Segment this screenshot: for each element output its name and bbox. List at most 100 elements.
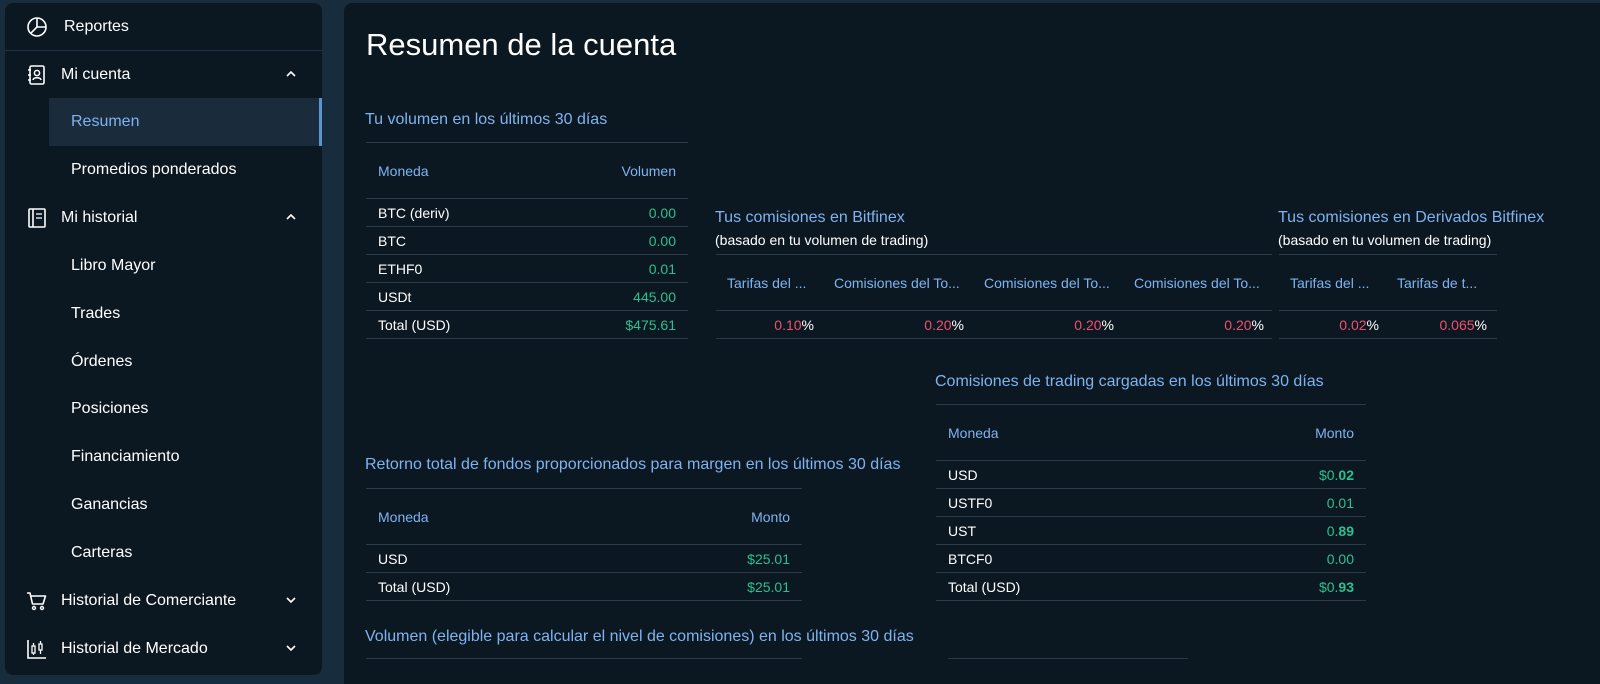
currency-cell: USD — [948, 467, 978, 483]
currency-cell: Total (USD) — [378, 317, 451, 333]
table-row: BTC 0.00 — [366, 227, 688, 255]
fee-header: Comisiones del To... — [1134, 275, 1260, 291]
value-prefix: $0. — [1318, 467, 1339, 483]
bitfinex-fees-table: Tarifas del ... Comisiones del To... Com… — [716, 254, 1272, 339]
sidebar-item-label: Mi cuenta — [61, 66, 131, 83]
sidebar-item-earnings[interactable]: Ganancias — [49, 481, 322, 529]
sidebar-item-funding[interactable]: Financiamiento — [49, 433, 322, 481]
col-currency: Moneda — [948, 425, 999, 441]
candlestick-chart-icon — [27, 640, 46, 659]
chevron-down-icon — [286, 645, 296, 652]
fee-number: 0.20 — [924, 317, 952, 333]
notebook-icon — [28, 208, 46, 228]
fee-value: 0.065% — [1440, 317, 1488, 333]
sidebar-item-orders[interactable]: Órdenes — [49, 338, 322, 386]
percent-sign: % — [801, 317, 814, 333]
value-digits: 01 — [1338, 495, 1354, 511]
fee-header: Tarifas de t... — [1397, 275, 1478, 291]
bitfinex-fees-subtitle: (basado en tu volumen de trading) — [715, 232, 929, 248]
value-digits: 89 — [1338, 523, 1354, 539]
percent-sign: % — [1101, 317, 1114, 333]
table-row: Total (USD) $25.01 — [366, 573, 802, 601]
table-header: Moneda Monto — [936, 405, 1366, 461]
value-cell: 445.00 — [633, 289, 676, 305]
sidebar-item-weighted-averages[interactable]: Promedios ponderados — [49, 146, 322, 194]
sidebar-item-wallets[interactable]: Carteras — [49, 529, 322, 577]
cart-icon — [27, 592, 47, 611]
fee-header: Tarifas del ... — [1290, 275, 1370, 291]
volume-table: Moneda Volumen BTC (deriv) 0.00 BTC 0.00… — [366, 142, 688, 339]
divider — [948, 658, 1188, 659]
table-header: Tarifas del ... Tarifas de t... — [1279, 255, 1497, 311]
col-currency: Moneda — [378, 163, 429, 179]
table-row: Total (USD) $0.93 — [936, 573, 1366, 601]
percent-sign: % — [951, 317, 964, 333]
sidebar-item-my-history[interactable]: Mi historial — [5, 194, 322, 242]
col-volume: Volumen — [621, 163, 676, 179]
value-prefix: 0. — [1326, 551, 1339, 567]
sidebar-item-label: Reportes — [64, 18, 129, 35]
fee-value: 0.20% — [1224, 317, 1264, 333]
col-amount: Monto — [751, 509, 790, 525]
fee-number: 0.10 — [774, 317, 802, 333]
value-digits: 02 — [1338, 467, 1354, 483]
derivatives-fees-title: Tus comisiones en Derivados Bitfinex — [1278, 209, 1545, 226]
sidebar-item-ledger[interactable]: Libro Mayor — [49, 242, 322, 290]
bitfinex-fees-title: Tus comisiones en Bitfinex — [715, 209, 905, 226]
main-content: Resumen de la cuenta Tu volumen en los ú… — [344, 3, 1600, 684]
sidebar-item-positions[interactable]: Posiciones — [49, 385, 322, 433]
sidebar-item-market-history[interactable]: Historial de Mercado — [5, 625, 322, 673]
chevron-down-icon — [286, 597, 296, 604]
table-row: Total (USD) $475.61 — [366, 311, 688, 339]
currency-cell: UST — [948, 523, 976, 539]
value-prefix: 0. — [1326, 523, 1339, 539]
sidebar: Reportes Mi cuenta Resumen Promedios pon… — [5, 3, 322, 675]
fee-value: 0.10% — [774, 317, 814, 333]
chevron-up-icon — [286, 213, 296, 220]
sidebar-item-summary[interactable]: Resumen — [49, 98, 322, 146]
derivatives-fees-subtitle: (basado en tu volumen de trading) — [1278, 232, 1492, 248]
sidebar-item-label: Ganancias — [71, 496, 148, 513]
margin-return-table: Moneda Monto USD $25.01 Total (USD) $25.… — [366, 488, 802, 601]
sidebar-item-label: Financiamiento — [71, 448, 180, 465]
fee-value: 0.20% — [1074, 317, 1114, 333]
table-row: BTC (deriv) 0.00 — [366, 199, 688, 227]
sidebar-item-label: Promedios ponderados — [71, 161, 237, 178]
col-amount: Monto — [1315, 425, 1354, 441]
sidebar-item-trades[interactable]: Trades — [49, 290, 322, 338]
currency-cell: USDt — [378, 289, 412, 305]
value-cell: 0.00 — [648, 233, 676, 249]
value-cell: 0.00 — [648, 205, 676, 221]
sidebar-item-label: Órdenes — [71, 353, 133, 370]
trading-fees-table: Moneda Monto USD $0.02 USTF0 0.01 UST 0.… — [936, 404, 1366, 601]
percent-sign: % — [1251, 317, 1264, 333]
fee-number: 0.20 — [1224, 317, 1252, 333]
page-title: Resumen de la cuenta — [366, 27, 677, 62]
value-cell: 0.89 — [1327, 523, 1354, 539]
table-row: USD $25.01 — [366, 545, 802, 573]
sidebar-item-reports[interactable]: Reportes — [5, 3, 322, 51]
fee-header: Comisiones del To... — [984, 275, 1110, 291]
col-currency: Moneda — [378, 509, 429, 525]
fee-number: 0.065 — [1439, 317, 1475, 333]
value-prefix: 0. — [1326, 495, 1339, 511]
currency-cell: Total (USD) — [948, 579, 1021, 595]
chevron-up-icon — [286, 70, 296, 77]
table-row: 0.10% 0.20% 0.20% 0.20% — [716, 311, 1272, 339]
sidebar-item-merchant-history[interactable]: Historial de Comerciante — [5, 577, 322, 625]
sidebar-item-my-account[interactable]: Mi cuenta — [5, 51, 322, 99]
volume-title: Tu volumen en los últimos 30 días — [365, 111, 608, 128]
currency-cell: BTC (deriv) — [378, 205, 450, 221]
fee-number: 0.20 — [1074, 317, 1102, 333]
contact-book-icon — [28, 65, 45, 85]
table-header: Tarifas del ... Comisiones del To... Com… — [716, 255, 1272, 311]
value-digits: 93 — [1338, 579, 1354, 595]
table-row: UST 0.89 — [936, 517, 1366, 545]
derivatives-fees-table: Tarifas del ... Tarifas de t... 0.02% 0.… — [1279, 254, 1497, 339]
trading-fees-title: Comisiones de trading cargadas en los úl… — [935, 373, 1324, 390]
value-cell: $25.01 — [747, 579, 790, 595]
currency-cell: Total (USD) — [378, 579, 451, 595]
value-cell: 0.00 — [1327, 551, 1354, 567]
divider — [5, 50, 322, 51]
fee-value: 0.20% — [924, 317, 964, 333]
